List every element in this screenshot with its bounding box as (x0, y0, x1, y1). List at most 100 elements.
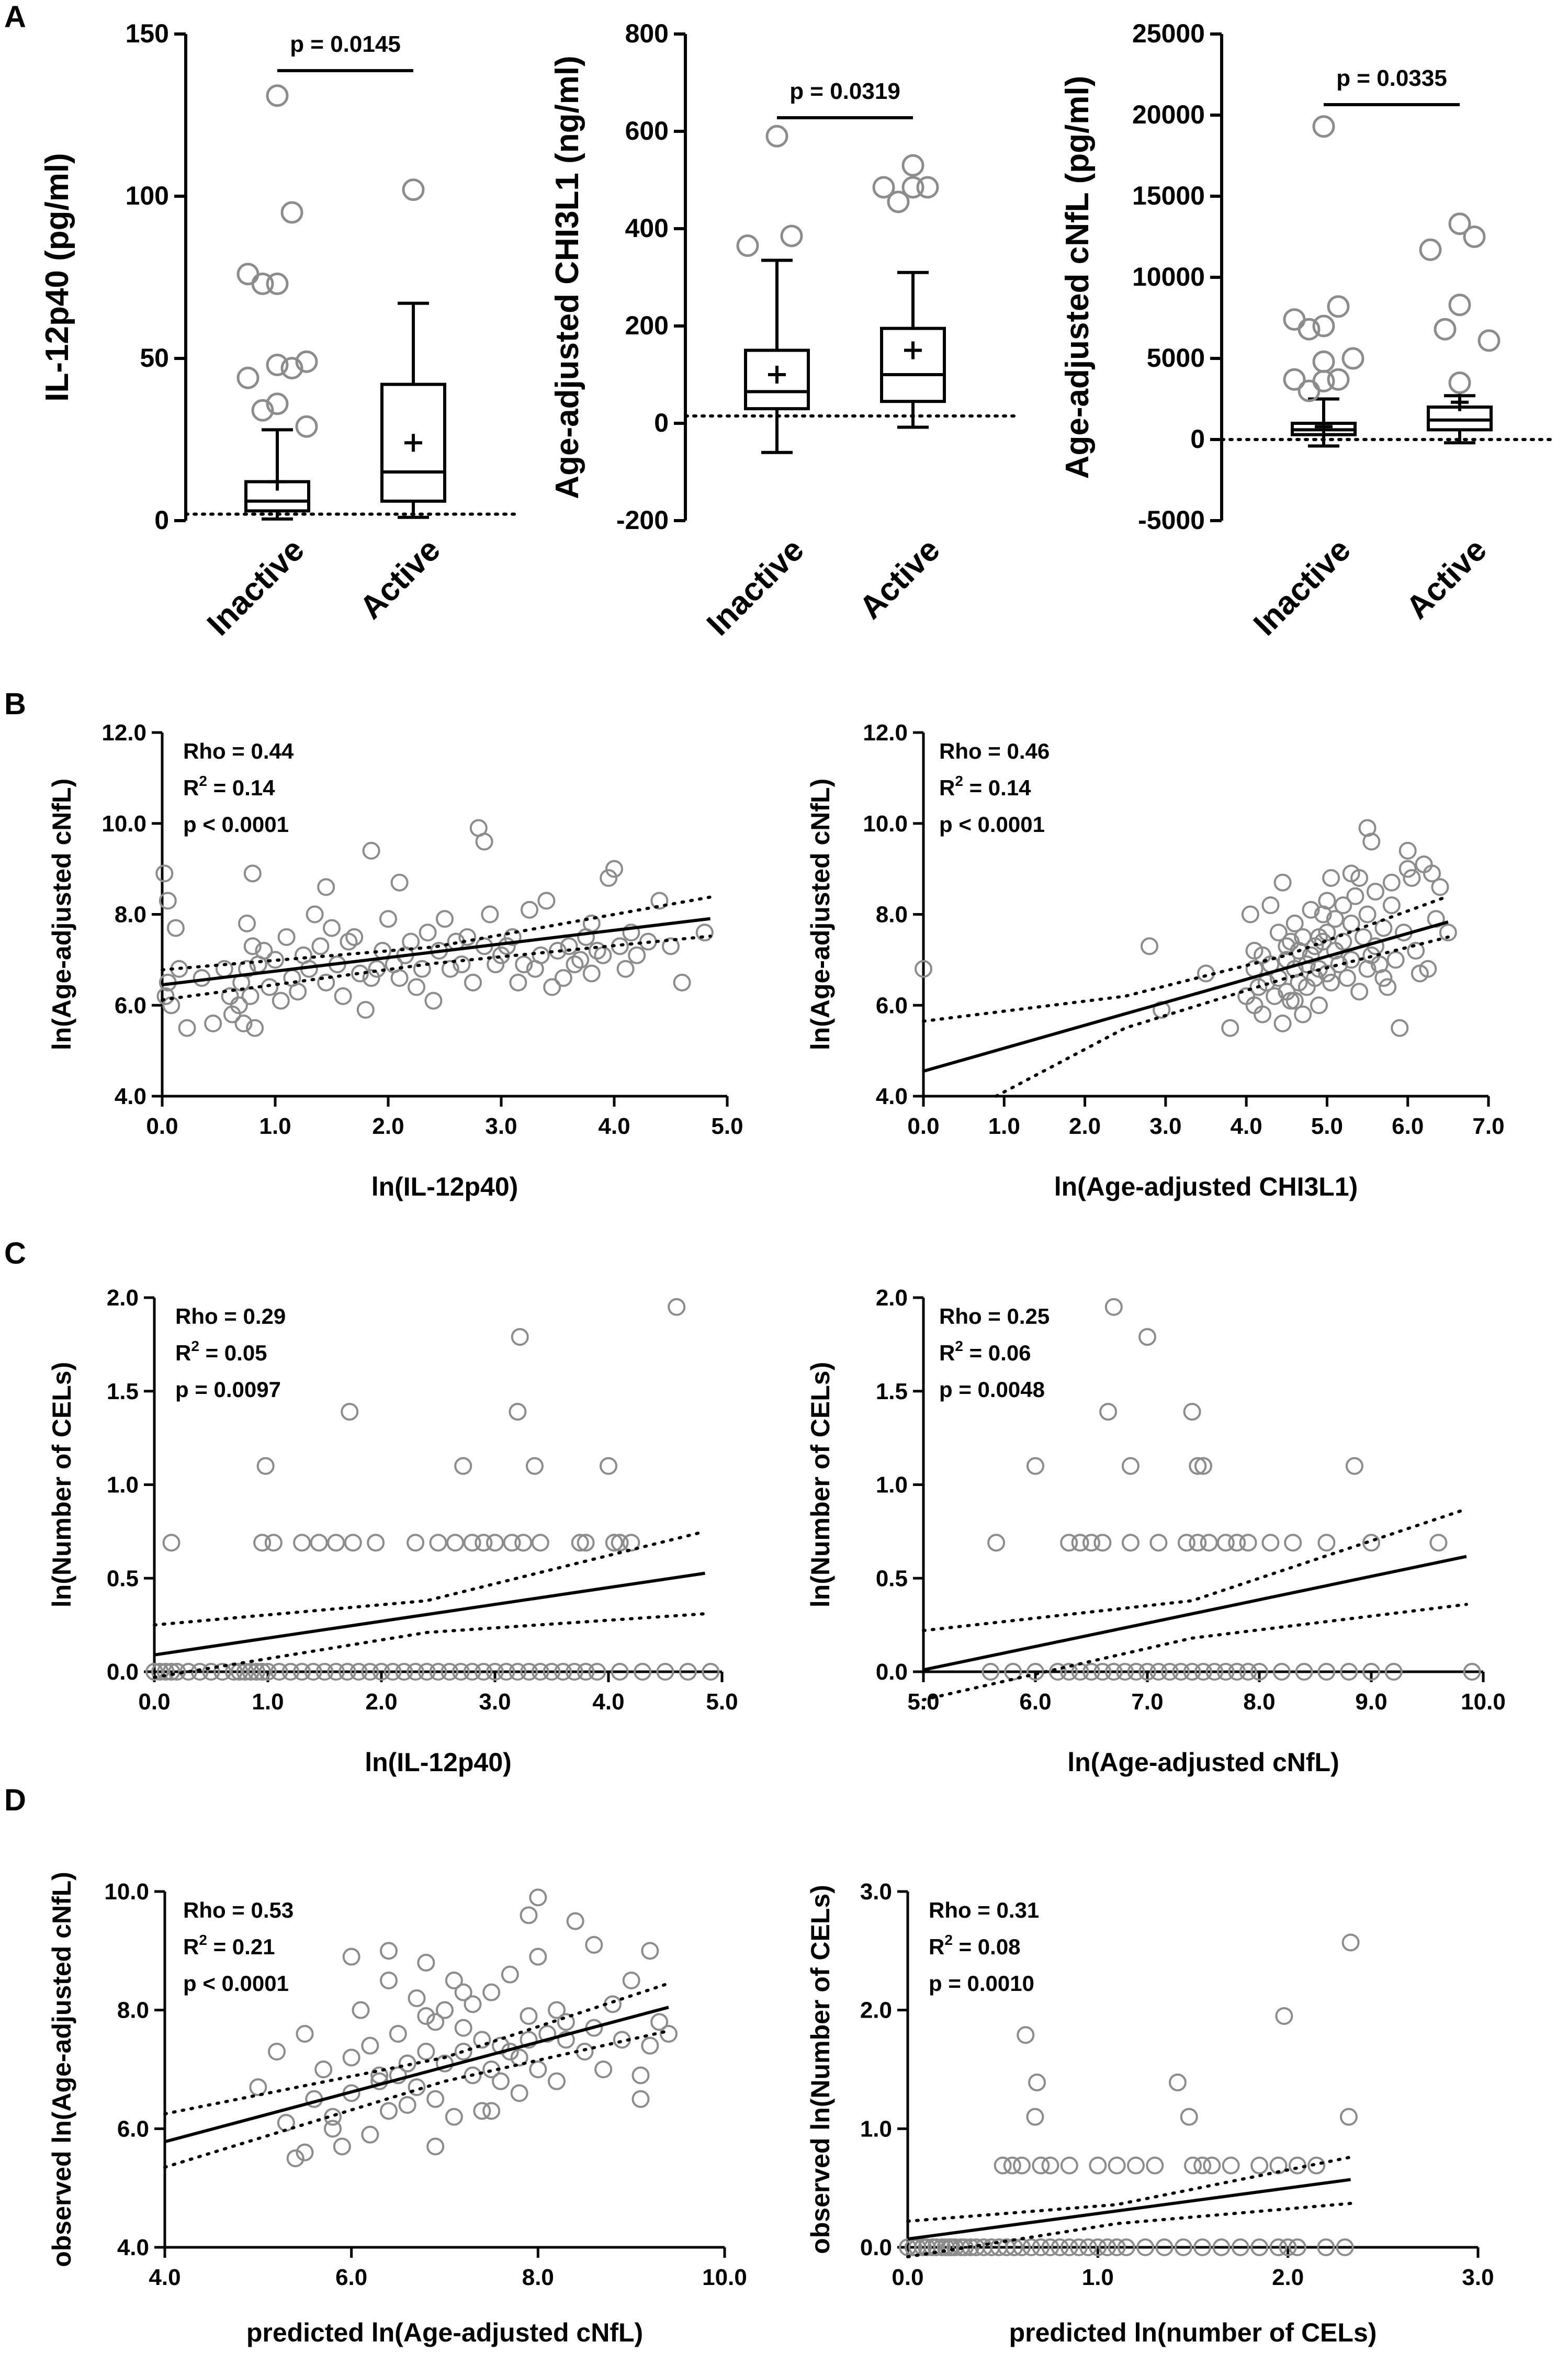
data-point (458, 928, 477, 946)
outlier-point (251, 272, 274, 295)
data-point (379, 910, 397, 928)
x-tick-label: 2.0 (1069, 1113, 1101, 1139)
rho-annotation: Rho = 0.46 (939, 739, 1050, 763)
data-point (204, 1015, 222, 1032)
data-point (1026, 1457, 1044, 1475)
data-point (543, 978, 561, 996)
data-point (557, 2013, 575, 2031)
data-point (486, 1663, 504, 1681)
x-tick-label: 8.0 (522, 2265, 554, 2290)
data-point (367, 1534, 385, 1552)
chart-b-chi3l1-vs-cnfl: 0.0 1.0 2.0 3.0 4.0 5.0 6.0 7.0 4.0 6.0 8.0 10.0 12.… (806, 720, 1505, 1201)
outlier-point (295, 350, 318, 373)
x-tick-label: 9.0 (1355, 1689, 1387, 1715)
data-point (230, 1663, 249, 1681)
y-tick-label: 12.0 (863, 720, 908, 746)
data-point (510, 2048, 528, 2067)
data-point (511, 1328, 529, 1346)
data-point (452, 1663, 470, 1681)
data-point (1022, 2238, 1041, 2256)
data-point (1177, 1534, 1195, 1552)
data-point (383, 1663, 402, 1681)
regression-line (162, 917, 710, 987)
data-point (441, 960, 459, 978)
outlier-point (236, 366, 260, 389)
y-tick-label: 3.0 (860, 1879, 892, 1905)
data-point (361, 1663, 379, 1681)
r2-prefix: R (939, 1341, 955, 1365)
data-point (679, 1663, 697, 1681)
data-point (473, 2031, 491, 2049)
data-point (1048, 1663, 1067, 1681)
data-point (566, 955, 584, 974)
data-point (408, 2078, 426, 2096)
y-axis-label: ln(Number of CELs) (47, 1362, 76, 1607)
iqr-box (380, 382, 446, 503)
y-tick-label: 0.0 (860, 2235, 892, 2260)
chart-d-predicted-cels: 0.0 1.0 2.0 3.0 0.0 1.0 2.0 3.0 predicted ln(num… (806, 1879, 1494, 2347)
data-point (361, 2036, 379, 2055)
x-tick-label: 10.0 (702, 2265, 747, 2290)
regression-line (923, 920, 1449, 1073)
data-point (605, 860, 623, 878)
data-point (1212, 2238, 1231, 2256)
ci-lower-band (994, 935, 1450, 1098)
r2-value: = 0.06 (963, 1341, 1031, 1365)
data-point (1093, 1534, 1112, 1552)
data-point (529, 2061, 547, 2078)
data-point (464, 973, 482, 992)
data-point (1221, 1019, 1239, 1037)
y-tick-label: 0 (154, 505, 169, 535)
data-point (1141, 937, 1158, 955)
data-point (1398, 841, 1417, 860)
y-axis-label: observed ln(Number of CELs) (806, 1885, 835, 2254)
data-point (1060, 1663, 1078, 1681)
data-point (1216, 1534, 1235, 1552)
r2-value: = 0.05 (199, 1341, 267, 1365)
data-point (482, 1983, 501, 2001)
data-point (1180, 2108, 1198, 2126)
data-point (1108, 2156, 1126, 2175)
p-value-annotation: p = 0.0097 (175, 1377, 281, 1402)
data-point (464, 2066, 482, 2085)
data-point (296, 2143, 314, 2161)
data-point (554, 1663, 572, 1681)
x-tick-label: 0.0 (146, 1113, 178, 1139)
data-point (463, 1663, 481, 1681)
data-point (213, 1663, 232, 1681)
r2-annotation: R2 = 0.06 (939, 1338, 1031, 1365)
data-point (1041, 2156, 1059, 2175)
data-point (1200, 1534, 1218, 1552)
data-point (310, 1534, 328, 1552)
r2-prefix: R (175, 1341, 191, 1365)
data-point (702, 1663, 720, 1681)
x-tick-label: 1.0 (259, 1113, 291, 1139)
outlier-point (1448, 294, 1471, 317)
data-point (1060, 1534, 1078, 1552)
outlier-point (1448, 371, 1471, 394)
x-tick-label: 8.0 (1243, 1689, 1275, 1715)
x-axis-label: predicted ln(Age-adjusted cNfL) (246, 2318, 643, 2347)
data-point (1273, 873, 1292, 892)
p-value-annotation: p < 0.0001 (183, 812, 289, 837)
data-point (390, 969, 409, 987)
outlier-point (1419, 238, 1442, 261)
y-tick-label: 6.0 (117, 2116, 149, 2142)
x-axis-label: predicted ln(number of CELs) (1009, 2318, 1377, 2347)
data-point (202, 1663, 220, 1681)
data-point (241, 987, 260, 1005)
outlier-point (1463, 226, 1486, 248)
data-point (389, 2025, 407, 2043)
chart-chi3l1-box: -200 0 200 400 600 800 Age-adjusted CHI3L1 (ng… (549, 19, 1019, 643)
data-point (221, 987, 239, 1005)
data-point (1060, 2238, 1078, 2256)
outlier-point (872, 176, 895, 199)
y-tick-label: 0.5 (876, 1566, 908, 1591)
data-point (1439, 924, 1457, 942)
y-tick-label: 2.0 (876, 1285, 908, 1311)
data-point (1269, 924, 1288, 942)
x-tick-label: 5.0 (907, 1689, 939, 1715)
y-tick-label: 6.0 (876, 993, 908, 1018)
data-point (1250, 2238, 1269, 2256)
data-point (246, 1019, 264, 1037)
